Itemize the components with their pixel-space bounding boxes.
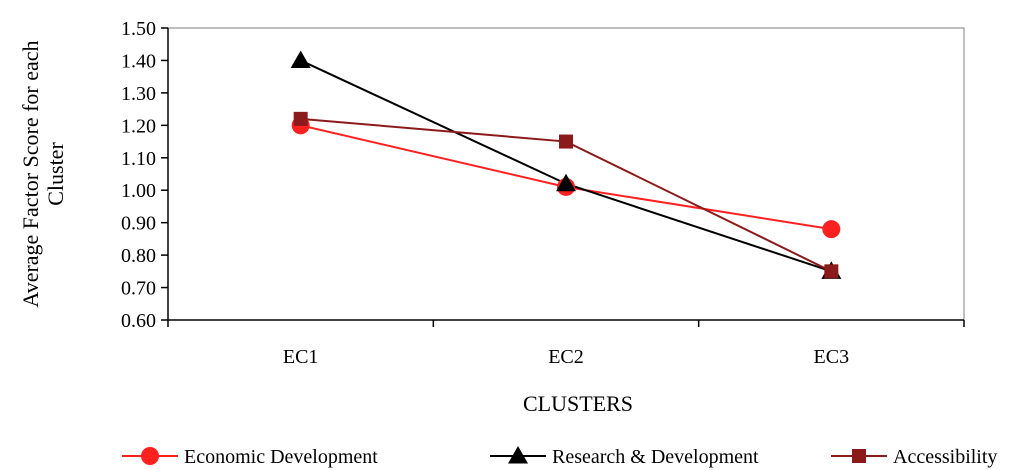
legend-item: Accessibility — [831, 446, 997, 468]
data-point — [290, 50, 311, 68]
y-tick-label: 1.10 — [121, 148, 156, 170]
data-point — [822, 220, 841, 239]
legend-marker — [141, 447, 159, 465]
y-tick-label: 1.40 — [121, 50, 156, 72]
y-axis-title-line: Average Factor Score for each — [18, 40, 43, 307]
y-tick-label: 1.20 — [121, 115, 156, 137]
data-point — [559, 134, 573, 149]
legend-marker — [852, 449, 866, 463]
y-tick-label: 0.70 — [121, 278, 156, 300]
x-tick-label: EC1 — [283, 346, 319, 368]
y-tick-label: 1.30 — [121, 83, 156, 105]
x-tick-label: EC2 — [548, 346, 584, 368]
legend-label: Accessibility — [893, 446, 997, 468]
series-layer — [290, 50, 842, 279]
legend-item: Research & Development — [490, 446, 759, 468]
y-tick-label: 0.60 — [121, 310, 156, 332]
x-axis-title: CLUSTERS — [523, 391, 633, 416]
x-axis: EC1 EC2 EC3 — [167, 319, 965, 368]
data-point — [556, 173, 576, 192]
legend-item: Economic Development — [122, 446, 378, 468]
data-point — [293, 111, 308, 126]
y-axis-title-line: Cluster — [43, 142, 68, 206]
y-tick-label: 1.00 — [121, 180, 156, 202]
y-axis-title: Average Factor Score for eachCluster — [18, 40, 68, 307]
y-tick-label: 0.80 — [121, 245, 156, 267]
legend-label: Research & Development — [552, 446, 759, 468]
legend-marker — [508, 446, 528, 464]
y-tick-label: 0.90 — [121, 213, 156, 235]
x-tick-label: EC3 — [814, 346, 850, 368]
legend: Economic Development Research & Developme… — [122, 446, 997, 468]
data-point — [824, 264, 839, 279]
y-tick-label: 1.50 — [121, 18, 156, 40]
markers-accessibility — [293, 111, 839, 279]
y-axis: 0.60 0.70 0.80 0.90 1.00 1.10 1.20 1.30 1.40 1.50 — [121, 18, 169, 332]
legend-label: Economic Development — [184, 446, 378, 468]
